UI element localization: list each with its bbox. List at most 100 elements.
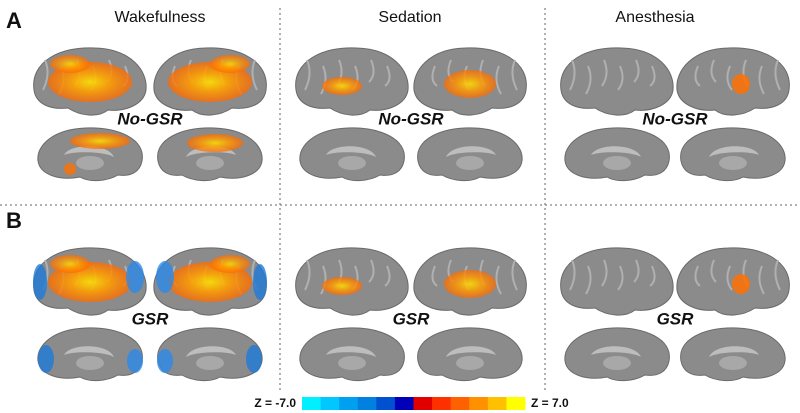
cortex (299, 327, 405, 382)
midbrain (603, 356, 631, 370)
sulcus (431, 65, 438, 87)
sulcus (649, 265, 656, 287)
column-title: Anesthesia (615, 9, 694, 26)
brain-renderings (33, 47, 790, 382)
condition-label: No-GSR (378, 109, 444, 128)
sulcus (511, 59, 518, 91)
activation (210, 55, 250, 73)
sulcus (304, 59, 311, 91)
cortex (560, 247, 674, 316)
lateral-surface (560, 47, 674, 116)
panel-label: B (6, 208, 22, 233)
colorbar-swatch (450, 397, 470, 410)
condition-label: GSR (393, 309, 431, 328)
colorbar-swatch (302, 397, 322, 410)
sulcus (585, 265, 592, 295)
sulcus (569, 259, 576, 291)
callosum (326, 146, 376, 157)
sulcus (726, 265, 733, 291)
callosum (326, 346, 376, 357)
cortex (417, 127, 523, 182)
sulcus (617, 265, 624, 291)
sulcus (633, 259, 640, 283)
sulcus (585, 65, 592, 95)
sulcus (495, 65, 502, 95)
sulcus (251, 59, 258, 91)
activation (187, 134, 243, 152)
cortex (564, 327, 670, 382)
medial-surface (157, 327, 263, 382)
sulcus (601, 59, 608, 87)
sulcus (710, 59, 717, 83)
lateral-surface (676, 247, 790, 316)
midbrain (719, 356, 747, 370)
medial-surface (680, 327, 786, 382)
sulcus (384, 65, 391, 87)
sulcus (304, 259, 311, 291)
medial-surface (299, 127, 405, 182)
medial-surface (299, 327, 405, 382)
activation (126, 261, 144, 293)
callosum (446, 146, 496, 157)
colorbar-swatch (469, 397, 489, 410)
sulcus (42, 59, 49, 91)
medial-surface (157, 127, 263, 182)
activation (322, 277, 362, 295)
activation (70, 133, 130, 149)
column-title: Wakefulness (115, 9, 206, 26)
midbrain (603, 156, 631, 170)
condition-label: GSR (657, 309, 695, 328)
activation (38, 345, 54, 373)
midbrain (338, 356, 366, 370)
midbrain (196, 356, 224, 370)
medial-surface (680, 127, 786, 182)
sulcus (368, 259, 375, 283)
sulcus (649, 65, 656, 87)
callosum (709, 346, 759, 357)
cortex (299, 127, 405, 182)
activation (732, 274, 750, 294)
activation (64, 163, 76, 175)
activation (33, 264, 47, 300)
colorbar-swatch (506, 397, 526, 410)
sulcus (320, 265, 327, 295)
sulcus (368, 59, 375, 83)
sulcus (774, 259, 781, 291)
condition-label: No-GSR (642, 109, 708, 128)
activation (253, 264, 267, 300)
lateral-surface (33, 247, 147, 316)
activation (210, 255, 250, 273)
activation (50, 55, 90, 73)
activation (444, 270, 496, 298)
sulcus (710, 259, 717, 283)
condition-label: No-GSR (117, 109, 183, 128)
lateral-surface (295, 247, 409, 316)
sulcus (694, 265, 701, 287)
midbrain (456, 356, 484, 370)
midbrain (76, 156, 104, 170)
lateral-surface (153, 47, 267, 116)
sulcus (431, 265, 438, 287)
labels: Wakefulness Sedation Anesthesia A No-GSR No-G… (6, 8, 708, 329)
cortex (680, 127, 786, 182)
medial-surface (37, 127, 143, 182)
callosum (446, 346, 496, 357)
colorbar-swatch (432, 397, 452, 410)
activation (444, 70, 496, 98)
column-title: Sedation (378, 9, 441, 26)
cortex (564, 127, 670, 182)
midbrain (196, 156, 224, 170)
callosum (591, 346, 641, 357)
medial-surface (564, 327, 670, 382)
medial-surface (417, 127, 523, 182)
midbrain (719, 156, 747, 170)
colorbar-swatch (339, 397, 359, 410)
callosum (64, 346, 114, 357)
midbrain (456, 156, 484, 170)
activation (50, 255, 90, 273)
sulcus (601, 259, 608, 287)
lateral-surface (153, 247, 267, 316)
colorbar-min-label: Z = -7.0 (254, 396, 296, 410)
lateral-surface (560, 247, 674, 316)
